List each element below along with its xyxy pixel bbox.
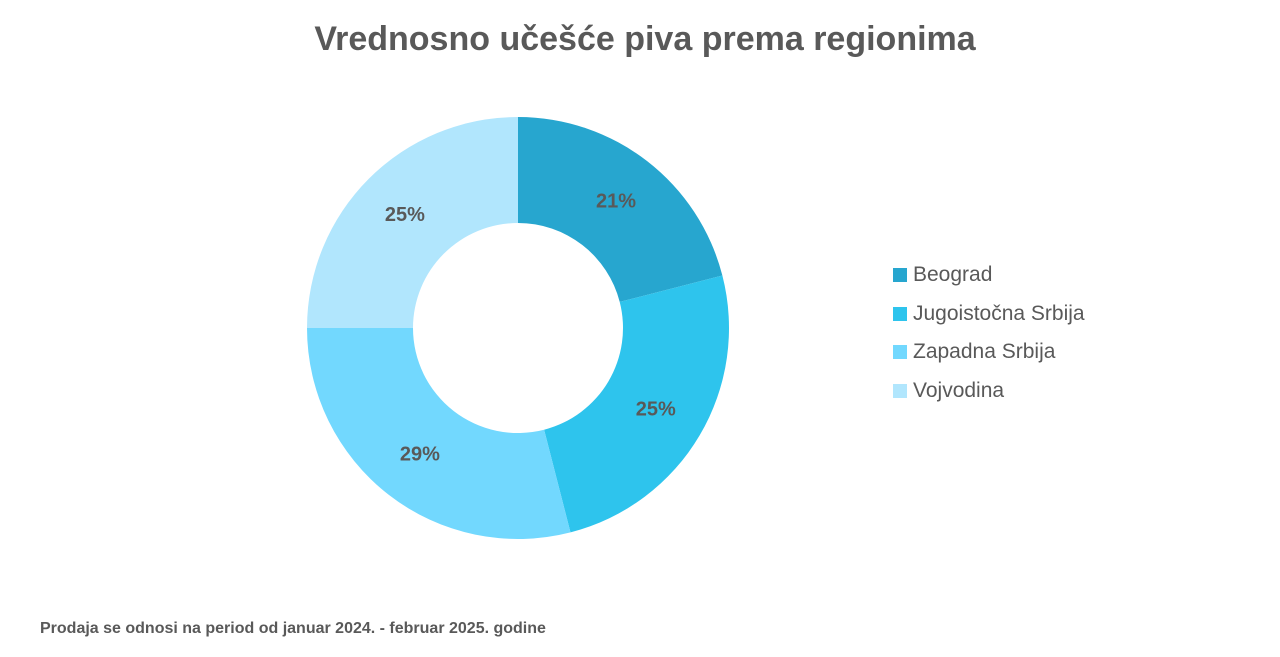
slice-value-label: 25% <box>636 398 676 420</box>
donut-slice-vojvodina[interactable] <box>307 117 518 328</box>
donut-slice-beograd[interactable] <box>518 117 723 302</box>
legend-label: Beograd <box>913 263 993 287</box>
donut-slice-jugoistočna-srbija[interactable] <box>544 275 729 533</box>
legend-swatch <box>893 383 907 398</box>
legend-swatch <box>893 345 907 360</box>
legend-label: Zapadna Srbija <box>913 340 1056 364</box>
legend-item-zapadna-srbija[interactable]: Zapadna Srbija <box>893 333 1085 372</box>
slice-value-label: 21% <box>596 191 636 213</box>
legend-label: Jugoistočna Srbija <box>913 301 1085 325</box>
legend-swatch <box>893 306 907 321</box>
slice-value-label: 25% <box>385 204 425 226</box>
legend-item-beograd[interactable]: Beograd <box>893 256 1085 295</box>
chart-title: Vrednosno učešće piva prema regionima <box>314 20 976 58</box>
legend-item-vojvodina[interactable]: Vojvodina <box>893 372 1085 411</box>
legend-label: Vojvodina <box>913 378 1005 402</box>
chart-legend: Beograd Jugoistočna Srbija Zapadna Srbij… <box>893 256 1085 410</box>
donut-slice-zapadna-srbija[interactable] <box>307 328 571 539</box>
slice-value-label: 29% <box>400 443 440 465</box>
legend-swatch <box>893 268 907 283</box>
legend-item-jugoistocna-srbija[interactable]: Jugoistočna Srbija <box>893 295 1085 334</box>
footnote: Prodaja se odnosi na period od januar 20… <box>40 620 546 637</box>
